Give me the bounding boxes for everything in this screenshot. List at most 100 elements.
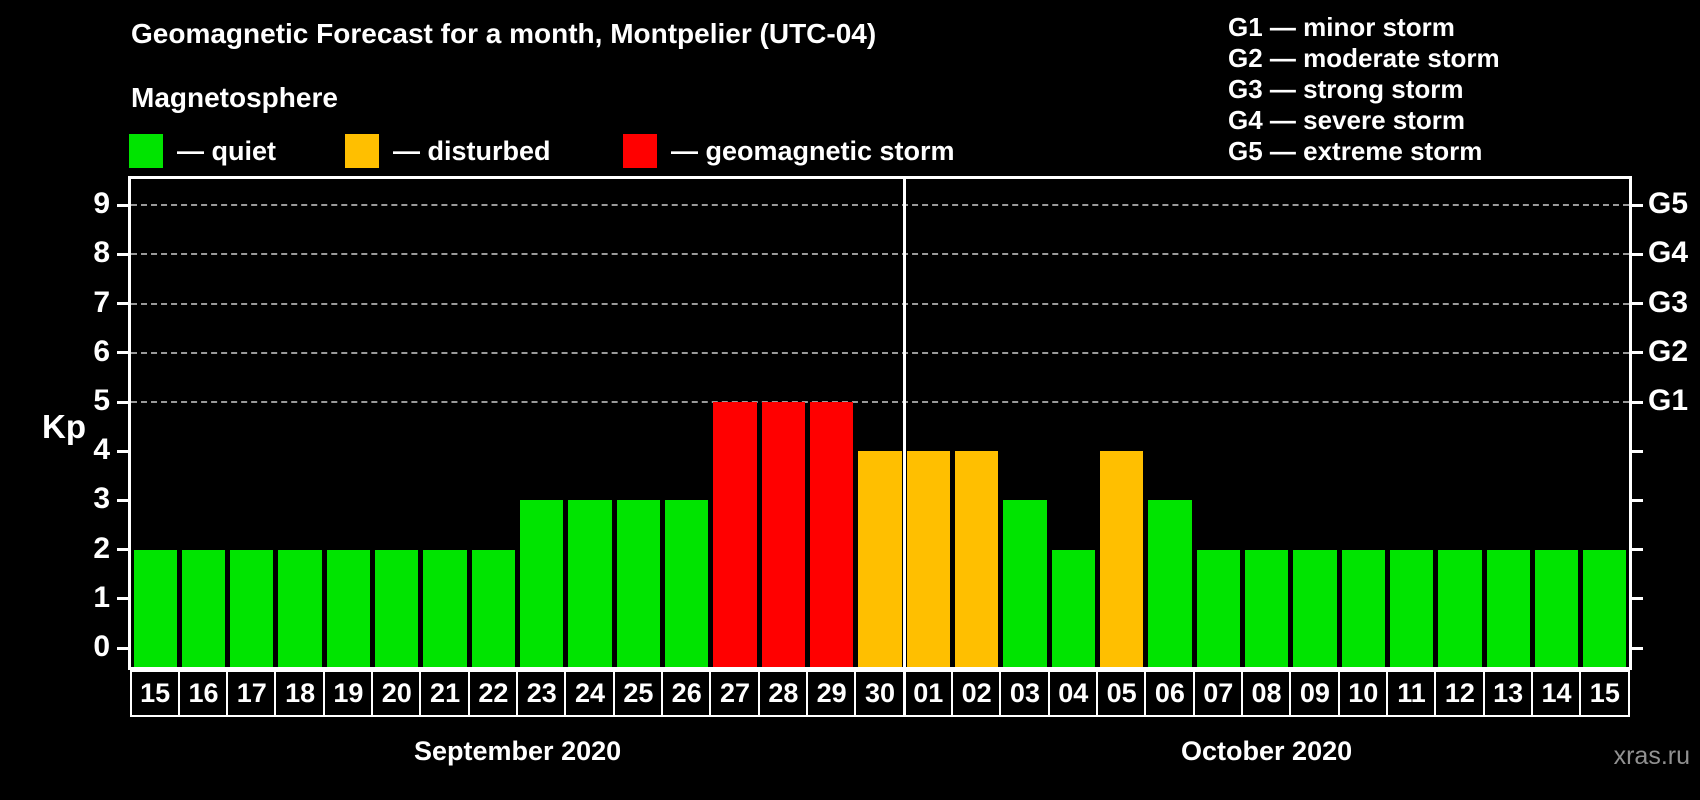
kp-bar-day-06 bbox=[1148, 500, 1192, 667]
y-tick-right-8 bbox=[1629, 252, 1643, 256]
day-label-11: 11 bbox=[1385, 670, 1438, 717]
y-tick-right-0 bbox=[1629, 646, 1643, 650]
day-label-19: 19 bbox=[322, 670, 375, 717]
right-axis-label-G4: G4 bbox=[1648, 236, 1689, 270]
y-tick-label-3: 3 bbox=[93, 482, 110, 516]
y-tick-left-9 bbox=[117, 203, 131, 207]
y-tick-left-4 bbox=[117, 449, 131, 453]
kp-bar-day-24 bbox=[568, 500, 612, 667]
kp-bar-day-19 bbox=[326, 549, 371, 667]
y-tick-label-0: 0 bbox=[93, 630, 110, 663]
kp-bar-day-07 bbox=[1196, 549, 1240, 667]
legend-item-disturbed: — disturbed bbox=[345, 133, 551, 169]
day-label-20: 20 bbox=[371, 670, 423, 717]
kp-bar-day-22 bbox=[471, 549, 516, 667]
day-label-02: 02 bbox=[950, 670, 1003, 717]
y-tick-left-3 bbox=[117, 498, 131, 502]
right-axis-label-G2: G2 bbox=[1648, 334, 1689, 368]
day-label-26: 26 bbox=[661, 670, 713, 717]
storm-color-swatch bbox=[623, 134, 657, 168]
day-label-08: 08 bbox=[1240, 670, 1293, 717]
kp-bar-day-03 bbox=[1003, 500, 1047, 667]
right-axis-label-G1: G1 bbox=[1648, 384, 1689, 417]
kp-bar-day-01 bbox=[906, 451, 950, 667]
day-label-13: 13 bbox=[1482, 670, 1534, 717]
day-label-17: 17 bbox=[226, 670, 278, 717]
day-label-16: 16 bbox=[177, 670, 230, 717]
day-label-10: 10 bbox=[1337, 670, 1389, 717]
day-label-09: 09 bbox=[1289, 670, 1341, 717]
y-tick-label-5: 5 bbox=[93, 384, 110, 417]
kp-bar-day-09 bbox=[1293, 549, 1337, 667]
kp-bar-day-27 bbox=[713, 402, 757, 667]
watermark: xras.ru bbox=[1613, 742, 1690, 770]
kp-bar-day-29 bbox=[810, 402, 854, 667]
day-label-30: 30 bbox=[854, 670, 906, 717]
kp-bar-day-21 bbox=[423, 549, 467, 667]
g5-legend-line: G5 — extreme storm bbox=[1228, 136, 1483, 166]
g4-legend-line: G4 — severe storm bbox=[1228, 105, 1466, 135]
kp-bar-day-02 bbox=[954, 451, 999, 667]
y-tick-label-9: 9 bbox=[93, 187, 110, 221]
day-label-18: 18 bbox=[274, 670, 326, 717]
kp-bar-day-30 bbox=[858, 451, 902, 667]
magnetosphere-heading: Magnetosphere bbox=[131, 82, 338, 113]
g-scale-legend: G1 — minor storm G2 — moderate storm G3 … bbox=[1228, 12, 1500, 167]
kp-bar-day-15 bbox=[1583, 549, 1627, 667]
day-label-05: 05 bbox=[1095, 670, 1148, 717]
kp-bar-day-16 bbox=[181, 549, 226, 667]
day-label-04: 04 bbox=[1047, 670, 1099, 717]
day-label-28: 28 bbox=[757, 670, 809, 717]
day-label-07: 07 bbox=[1192, 670, 1244, 717]
legend-label-storm: — geomagnetic storm bbox=[671, 135, 955, 166]
y-tick-right-3 bbox=[1629, 498, 1643, 502]
day-label-24: 24 bbox=[564, 670, 616, 717]
quiet-color-swatch bbox=[129, 134, 163, 168]
disturbed-color-swatch bbox=[345, 134, 379, 168]
y-tick-left-6 bbox=[117, 351, 131, 355]
day-label-12: 12 bbox=[1434, 670, 1486, 717]
legend-label-disturbed: — disturbed bbox=[393, 135, 551, 166]
g2-legend-line: G2 — moderate storm bbox=[1228, 43, 1500, 73]
y-tick-right-6 bbox=[1629, 351, 1643, 355]
y-tick-left-1 bbox=[117, 597, 131, 601]
kp-bar-day-12 bbox=[1438, 549, 1482, 667]
day-label-23: 23 bbox=[516, 670, 568, 717]
gridline-kp9 bbox=[131, 204, 1629, 207]
kp-bar-day-17 bbox=[230, 549, 274, 667]
kp-bar-day-05 bbox=[1099, 451, 1144, 667]
month-label-0: September 2020 bbox=[414, 736, 622, 766]
day-label-15: 15 bbox=[129, 670, 181, 717]
chart-title: Geomagnetic Forecast for a month, Montpe… bbox=[131, 18, 877, 49]
y-tick-left-2 bbox=[117, 548, 131, 552]
kp-bar-day-10 bbox=[1341, 549, 1385, 667]
g1-legend-line: G1 — minor storm bbox=[1228, 12, 1455, 42]
kp-bar-day-23 bbox=[520, 500, 564, 667]
y-tick-label-4: 4 bbox=[93, 433, 110, 467]
y-tick-label-1: 1 bbox=[93, 580, 110, 614]
y-tick-label-2: 2 bbox=[93, 531, 110, 565]
kp-bar-day-04 bbox=[1051, 549, 1095, 667]
right-axis-label-G5: G5 bbox=[1648, 187, 1689, 221]
day-label-22: 22 bbox=[467, 670, 520, 717]
kp-bar-day-18 bbox=[278, 549, 322, 667]
month-label-1: October 2020 bbox=[1181, 736, 1353, 766]
right-axis-label-G3: G3 bbox=[1648, 285, 1689, 319]
y-tick-right-9 bbox=[1629, 203, 1643, 207]
gridline-kp5 bbox=[131, 401, 1629, 403]
kp-bar-day-25 bbox=[616, 500, 661, 667]
g3-legend-line: G3 — strong storm bbox=[1228, 74, 1464, 104]
day-label-06: 06 bbox=[1144, 670, 1196, 717]
kp-bar-day-26 bbox=[665, 500, 709, 667]
legend-item-storm: — geomagnetic storm bbox=[623, 133, 955, 169]
day-label-15: 15 bbox=[1579, 670, 1631, 717]
y-tick-right-5 bbox=[1629, 400, 1643, 404]
kp-bar-day-08 bbox=[1244, 549, 1289, 667]
kp-bar-day-15 bbox=[133, 549, 177, 667]
y-axis-title: Kp bbox=[42, 408, 86, 445]
day-label-25: 25 bbox=[612, 670, 665, 717]
y-tick-right-2 bbox=[1629, 548, 1643, 552]
month-separator-line bbox=[902, 179, 906, 717]
y-tick-right-7 bbox=[1629, 302, 1643, 306]
